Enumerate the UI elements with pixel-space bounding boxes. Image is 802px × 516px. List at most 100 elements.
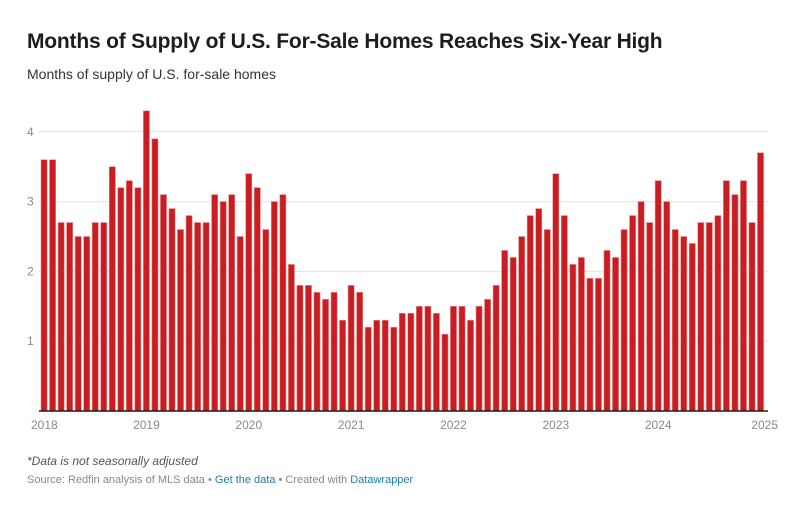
bar[interactable]: 2025-01: 3.7: [757, 152, 764, 412]
bar[interactable]: 2024-12: 2.7: [748, 222, 756, 412]
x-axis-ticks: 2018 2019 2020 2021 2022 2023 2024 2025: [31, 418, 778, 432]
x-tick-label: 2018: [31, 418, 58, 432]
bar[interactable]: 2021-01: 1.8: [347, 285, 355, 412]
bar[interactable]: 2023-10: 2.8: [629, 215, 636, 412]
y-tick-label: 1: [27, 334, 34, 348]
bar[interactable]: 2022-04: 1.5: [475, 305, 483, 412]
bar[interactable]: 2023-01: 3.4: [552, 173, 560, 412]
bar[interactable]: 2020-07: 1.8: [296, 285, 304, 412]
bar[interactable]: 2024-06: 2.7: [697, 222, 705, 412]
bar[interactable]: 2020-06: 2.1: [288, 264, 295, 412]
bar[interactable]: 2023-04: 2.2: [578, 257, 585, 412]
bar[interactable]: 2022-01: 1.5: [450, 305, 457, 412]
bar[interactable]: 2018-02: 3.6: [49, 159, 56, 412]
bar[interactable]: 2023-11: 3: [637, 201, 645, 412]
bar[interactable]: 2018-07: 2.7: [91, 222, 99, 412]
bar[interactable]: 2023-12: 2.7: [646, 222, 654, 412]
bar[interactable]: 2023-09: 2.6: [620, 229, 628, 412]
bar[interactable]: 2024-04: 2.5: [680, 236, 688, 412]
bar[interactable]: 2019-06: 2.8: [185, 215, 193, 412]
bar[interactable]: 2020-02: 3.2: [253, 187, 261, 412]
bar[interactable]: 2021-04: 1.3: [373, 319, 381, 412]
bar[interactable]: 2022-02: 1.5: [458, 305, 466, 412]
bar[interactable]: 2021-02: 1.7: [356, 292, 364, 412]
bar[interactable]: 2024-01: 3.3: [654, 180, 662, 412]
bar[interactable]: 2024-08: 2.8: [714, 215, 722, 412]
bar[interactable]: 2021-09: 1.5: [415, 305, 423, 412]
bar[interactable]: 2022-12: 2.6: [543, 229, 551, 412]
bar[interactable]: 2022-07: 2.3: [501, 250, 509, 412]
bar[interactable]: 2024-03: 2.6: [671, 229, 679, 412]
bar[interactable]: 2023-08: 2.2: [612, 257, 619, 412]
bar[interactable]: 2023-03: 2.1: [569, 264, 577, 412]
bar[interactable]: 2018-10: 3.2: [117, 187, 125, 412]
bar[interactable]: 2020-11: 1.7: [330, 292, 338, 412]
bar[interactable]: 2021-06: 1.2: [390, 326, 398, 412]
bar[interactable]: 2020-12: 1.3: [339, 319, 346, 412]
bar[interactable]: 2024-05: 2.4: [688, 243, 696, 412]
separator: •: [275, 474, 286, 486]
bar[interactable]: 2021-11: 1.4: [433, 312, 440, 412]
chart-title: Months of Supply of U.S. For-Sale Homes …: [27, 30, 663, 53]
bar[interactable]: 2021-10: 1.5: [424, 305, 432, 412]
bar[interactable]: 2019-12: 2.5: [236, 236, 244, 412]
created-with-text: Created with: [285, 474, 351, 486]
bar[interactable]: 2019-05: 2.6: [177, 229, 184, 412]
bar[interactable]: 2018-11: 3.3: [125, 180, 133, 412]
bar[interactable]: 2024-09: 3.3: [723, 180, 730, 412]
bar[interactable]: 2022-06: 1.8: [492, 285, 500, 412]
bar[interactable]: 2022-03: 1.3: [467, 319, 474, 412]
bar[interactable]: 2018-03: 2.7: [57, 222, 65, 412]
bar[interactable]: 2021-08: 1.4: [407, 312, 415, 412]
source-line: Source: Redfin analysis of MLS data • Ge…: [27, 474, 413, 486]
bar[interactable]: 2019-09: 3.1: [211, 194, 219, 412]
get-the-data-link[interactable]: Get the data: [214, 474, 276, 486]
bar[interactable]: 2023-05: 1.9: [586, 278, 594, 412]
y-tick-label: 3: [27, 195, 34, 209]
bar[interactable]: 2019-07: 2.7: [194, 222, 201, 412]
bar[interactable]: 2024-02: 3: [663, 201, 671, 412]
bar[interactable]: 2018-08: 2.7: [100, 222, 108, 412]
bar[interactable]: 2018-06: 2.5: [83, 236, 91, 412]
bar[interactable]: 2020-09: 1.7: [313, 292, 321, 412]
bar[interactable]: 2024-07: 2.7: [705, 222, 713, 412]
bar[interactable]: 2021-12: 1.1: [441, 333, 449, 412]
bar[interactable]: 2021-05: 1.3: [381, 319, 389, 412]
bar[interactable]: 2023-02: 2.8: [560, 215, 568, 412]
bar[interactable]: 2024-10: 3.1: [731, 194, 739, 412]
bar[interactable]: 2019-03: 3.1: [160, 194, 167, 412]
footnote: *Data is not seasonally adjusted: [27, 454, 198, 468]
bar[interactable]: 2021-03: 1.2: [364, 326, 372, 412]
datawrapper-link[interactable]: Datawrapper: [350, 474, 414, 486]
bar[interactable]: 2023-06: 1.9: [595, 278, 602, 412]
bar[interactable]: 2019-01: 4.3: [143, 110, 150, 412]
bar[interactable]: 2022-05: 1.6: [484, 299, 491, 412]
bar[interactable]: 2019-04: 2.9: [168, 208, 176, 412]
bar[interactable]: 2019-08: 2.7: [202, 222, 210, 412]
bar[interactable]: 2024-11: 3.3: [740, 180, 747, 412]
bar[interactable]: 2018-04: 2.7: [66, 222, 74, 412]
bar[interactable]: 2018-12: 3.2: [134, 187, 142, 412]
bar[interactable]: 2023-07: 2.3: [603, 250, 611, 412]
separator: •: [204, 474, 215, 486]
bar[interactable]: 2022-09: 2.5: [518, 236, 526, 412]
bar[interactable]: 2018-09: 3.5: [108, 166, 116, 412]
x-tick-label: 2020: [235, 418, 262, 432]
bar[interactable]: 2020-01: 3.4: [245, 173, 253, 412]
bar[interactable]: 2020-03: 2.6: [262, 229, 270, 412]
bar[interactable]: 2019-10: 3: [219, 201, 227, 412]
x-tick-label: 2023: [542, 418, 569, 432]
bar[interactable]: 2018-01: 3.6: [40, 159, 48, 412]
bar[interactable]: 2020-04: 3: [270, 201, 278, 412]
bar[interactable]: 2020-10: 1.6: [322, 299, 329, 412]
bar[interactable]: 2019-11: 3.1: [228, 194, 236, 412]
bar[interactable]: 2019-02: 3.9: [151, 138, 159, 412]
bar[interactable]: 2022-10: 2.8: [526, 215, 534, 412]
bar[interactable]: 2020-08: 1.8: [305, 285, 312, 412]
x-tick-label: 2021: [338, 418, 365, 432]
bar[interactable]: 2018-05: 2.5: [74, 236, 82, 412]
bar[interactable]: 2022-11: 2.9: [535, 208, 543, 412]
bar[interactable]: 2022-08: 2.2: [509, 257, 517, 412]
bar[interactable]: 2021-07: 1.4: [398, 312, 406, 412]
bar[interactable]: 2020-05: 3.1: [279, 194, 287, 412]
